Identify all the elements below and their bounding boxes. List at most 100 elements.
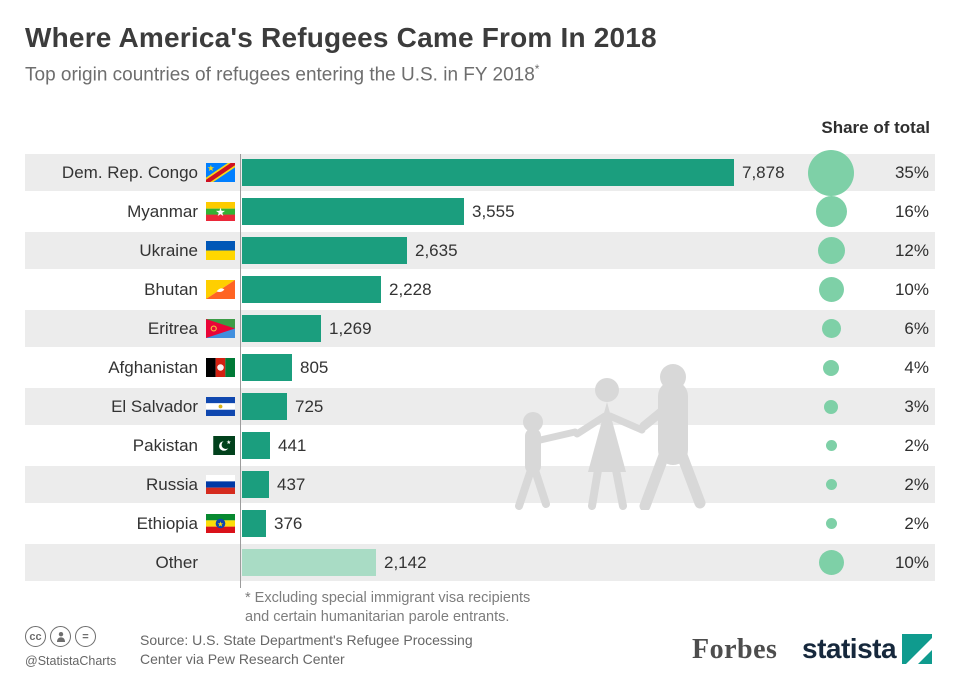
chart-row-ethiopia: Ethiopia ★ 376 2% [25, 505, 935, 542]
share-circle [823, 359, 839, 376]
country-label: Bhutan [144, 279, 198, 299]
country-label: Afghanistan [108, 357, 198, 377]
bar [242, 198, 464, 225]
chart-row-dem-rep-congo: Dem. Rep. Congo ★ 7,878 35% [25, 149, 935, 196]
share-circle [825, 479, 837, 490]
axis-line [240, 154, 241, 588]
label-cell-dem-rep-congo: Dem. Rep. Congo ★ [25, 163, 240, 183]
statista-wordmark: statista [802, 633, 897, 664]
label-cell-ethiopia: Ethiopia ★ [25, 514, 240, 534]
share-circle-cell-russia [799, 479, 863, 490]
attribution-icon [50, 626, 71, 647]
bar-cell-ukraine: 2,635 [240, 237, 799, 264]
bar-cell-other: 2,142 [240, 549, 799, 576]
country-label: Eritrea [147, 318, 198, 338]
country-label: Ukraine [139, 240, 198, 260]
share-circle-cell-ukraine [799, 237, 863, 264]
svg-text:★: ★ [215, 207, 225, 219]
share-circle [815, 196, 847, 227]
no-derivatives-icon: = [75, 626, 96, 647]
country-label: El Salvador [111, 396, 198, 416]
statista-logo-mark-icon [902, 634, 933, 664]
label-cell-other: Other [25, 553, 240, 573]
bar-value-label: 3,555 [472, 201, 515, 221]
share-circle [825, 440, 837, 451]
chart-row-myanmar: Myanmar ★ 3,555 16% [25, 193, 935, 230]
country-label: Ethiopia [136, 513, 198, 533]
flag-afghanistan-icon [206, 358, 235, 377]
country-label: Pakistan [132, 435, 198, 455]
share-circle [818, 550, 844, 575]
svg-text:★: ★ [226, 439, 231, 446]
share-percent-label: 10% [894, 552, 929, 572]
share-circle-cell-dem-rep-congo [799, 149, 863, 196]
share-circle [821, 319, 841, 338]
label-cell-bhutan: Bhutan [25, 280, 240, 300]
share-circle-cell-myanmar [799, 196, 863, 227]
flag-bhutan-icon [206, 280, 235, 299]
bar [242, 276, 381, 303]
flag-eritrea-icon [206, 319, 235, 338]
footnote-marker: * [534, 62, 540, 76]
country-label: Dem. Rep. Congo [61, 162, 198, 182]
bar-cell-myanmar: 3,555 [240, 198, 799, 225]
share-of-total-header: Share of total [821, 118, 930, 137]
share-circle [824, 399, 838, 414]
bar-value-label: 441 [278, 435, 307, 455]
share-percent-label: 16% [894, 201, 929, 221]
bar-cell-dem-rep-congo: 7,878 [240, 159, 799, 186]
source-line-1: Source: U.S. State Department's Refugee … [140, 632, 473, 648]
footnote-line-2: and certain humanitarian parole entrants… [245, 608, 510, 625]
flag-russia-icon [206, 475, 235, 494]
label-cell-el-salvador: El Salvador [25, 397, 240, 417]
forbes-logo: Forbes [692, 634, 778, 665]
bar-cell-el-salvador: 725 [240, 393, 799, 420]
chart-row-pakistan: Pakistan ★ 441 2% [25, 427, 935, 464]
bar-cell-bhutan: 2,228 [240, 276, 799, 303]
country-label: Other [155, 552, 198, 572]
bar-value-label: 725 [295, 396, 324, 416]
share-circle [817, 237, 845, 264]
svg-text:★: ★ [207, 163, 215, 173]
label-cell-pakistan: Pakistan ★ [25, 436, 240, 456]
bar-value-label: 1,269 [329, 318, 372, 338]
flag-dem-rep-congo-icon: ★ [206, 163, 235, 182]
bar [242, 237, 407, 264]
page-title: Where America's Refugees Came From In 20… [25, 22, 657, 53]
bar [242, 432, 270, 459]
share-percent-label: 12% [894, 240, 929, 260]
share-percent-label: 2% [904, 474, 929, 494]
chart-row-russia: Russia 437 2% [25, 466, 935, 503]
chart-rows: Dem. Rep. Congo ★ 7,878 35% Myanmar ★ 3,555 16%… [25, 149, 935, 583]
chart-row-eritrea: Eritrea 1,269 6% [25, 310, 935, 347]
flag-pakistan-icon: ★ [206, 436, 235, 455]
chart-row-afghanistan: Afghanistan 805 4% [25, 349, 935, 386]
share-percent-label: 2% [904, 513, 929, 533]
chart-row-other: Other 2,142 10% [25, 544, 935, 581]
chart-footnote: * Excluding special immigrant visa recip… [245, 589, 530, 627]
bar [242, 393, 287, 420]
share-percent-label: 10% [894, 279, 929, 299]
bar-cell-pakistan: 441 [240, 432, 799, 459]
label-cell-ukraine: Ukraine [25, 241, 240, 261]
bar-value-label: 2,228 [389, 279, 432, 299]
flag-el-salvador-icon [206, 397, 235, 416]
subtitle-text: Top origin countries of refugees enterin… [25, 64, 535, 86]
label-cell-afghanistan: Afghanistan [25, 358, 240, 378]
bar [242, 159, 734, 186]
label-cell-russia: Russia [25, 475, 240, 495]
share-circle-cell-el-salvador [799, 399, 863, 414]
bar-value-label: 437 [277, 474, 306, 494]
share-percent-label: 6% [904, 318, 929, 338]
bar-cell-afghanistan: 805 [240, 354, 799, 381]
flag-ethiopia-icon: ★ [206, 514, 235, 533]
country-label: Russia [146, 474, 198, 494]
chart-row-bhutan: Bhutan 2,228 10% [25, 271, 935, 308]
chart-row-ukraine: Ukraine 2,635 12% [25, 232, 935, 269]
share-percent-label: 3% [904, 396, 929, 416]
country-label: Myanmar [127, 201, 198, 221]
share-circle [818, 277, 844, 302]
flag-myanmar-icon: ★ [206, 202, 235, 221]
bar [242, 510, 266, 537]
